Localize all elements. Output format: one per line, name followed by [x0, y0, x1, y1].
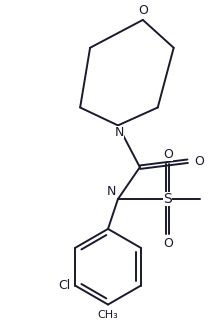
Text: O: O	[163, 237, 173, 250]
Text: Cl: Cl	[58, 279, 70, 292]
Text: O: O	[163, 148, 173, 161]
Text: N: N	[114, 127, 124, 139]
Text: CH₃: CH₃	[98, 309, 118, 319]
Text: N: N	[106, 185, 116, 198]
Text: O: O	[138, 4, 148, 17]
Text: O: O	[195, 155, 205, 168]
Text: S: S	[163, 192, 172, 206]
